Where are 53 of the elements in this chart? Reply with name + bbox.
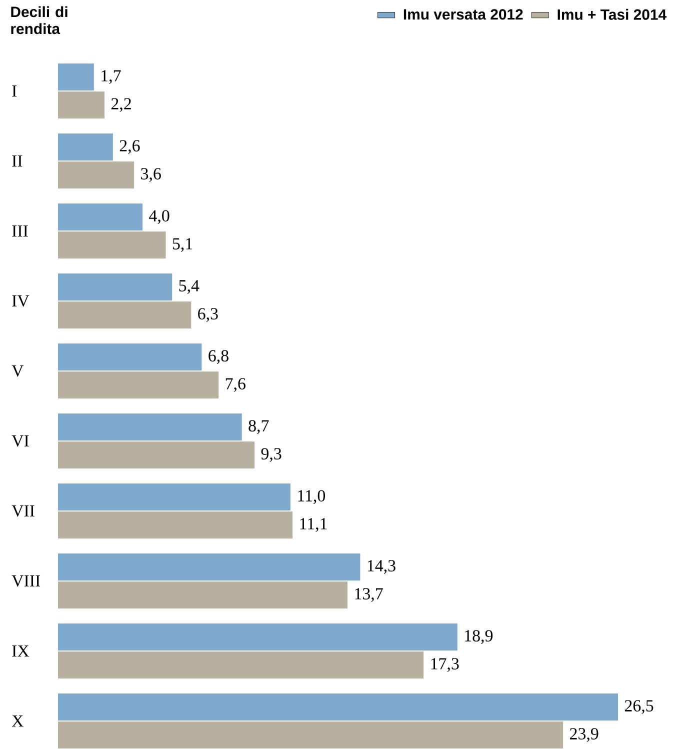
- data-label: 2,2: [111, 98, 131, 112]
- bar: [58, 133, 113, 161]
- bar: [58, 693, 618, 721]
- y-tick-label: IX: [12, 645, 30, 657]
- data-label: 9,3: [261, 448, 282, 462]
- data-label: 6,3: [198, 308, 218, 322]
- bar: [58, 63, 94, 91]
- legend-label: Imu versata 2012: [404, 9, 523, 20]
- legend-label: Imu + Tasi 2014: [558, 8, 666, 20]
- y-tick-label: VII: [12, 505, 34, 517]
- data-label: 11,0: [298, 490, 326, 504]
- bar: [58, 273, 172, 301]
- data-label: 8,7: [248, 420, 269, 434]
- y-tick-label: X: [12, 715, 24, 727]
- bar: [58, 722, 564, 749]
- bar: [58, 441, 255, 469]
- bar: [58, 161, 134, 189]
- data-label: 7,6: [226, 378, 246, 392]
- data-label: 3,6: [141, 168, 161, 182]
- data-label: 14,3: [368, 560, 396, 574]
- data-label: 11,1: [300, 518, 327, 532]
- bar: [58, 651, 424, 679]
- bar: [58, 343, 202, 371]
- bar: [58, 203, 143, 231]
- data-label: 18,9: [465, 630, 493, 644]
- bar: [58, 413, 242, 441]
- bar: [58, 371, 219, 399]
- bar: [58, 231, 166, 259]
- y-tick-label: VIII: [12, 575, 40, 587]
- y-tick-label: I: [12, 85, 17, 97]
- y-tick-label: IV: [12, 295, 30, 307]
- bar: [58, 623, 458, 651]
- data-label: 1,7: [102, 70, 121, 84]
- data-label: 5,4: [179, 280, 200, 294]
- y-tick-label: V: [12, 365, 24, 377]
- bar: [58, 91, 104, 119]
- data-label: 6,8: [208, 350, 228, 364]
- data-label: 2,6: [120, 140, 140, 154]
- bar: [58, 301, 192, 329]
- y-tick-label: II: [12, 155, 22, 167]
- data-label: 13,7: [355, 588, 383, 602]
- bar: [58, 483, 290, 511]
- y-axis-title: Decili di rendita: [11, 6, 68, 34]
- data-label: 5,1: [172, 238, 192, 252]
- y-tick-label: III: [12, 225, 28, 237]
- data-label: 17,3: [431, 658, 459, 672]
- bar: [58, 511, 293, 539]
- y-tick-label: VI: [12, 435, 29, 447]
- data-label: 23,9: [570, 728, 598, 742]
- bar: [58, 553, 360, 581]
- data-label: 4,0: [149, 210, 170, 224]
- data-label: 26,5: [624, 700, 654, 714]
- bar: [58, 581, 348, 609]
